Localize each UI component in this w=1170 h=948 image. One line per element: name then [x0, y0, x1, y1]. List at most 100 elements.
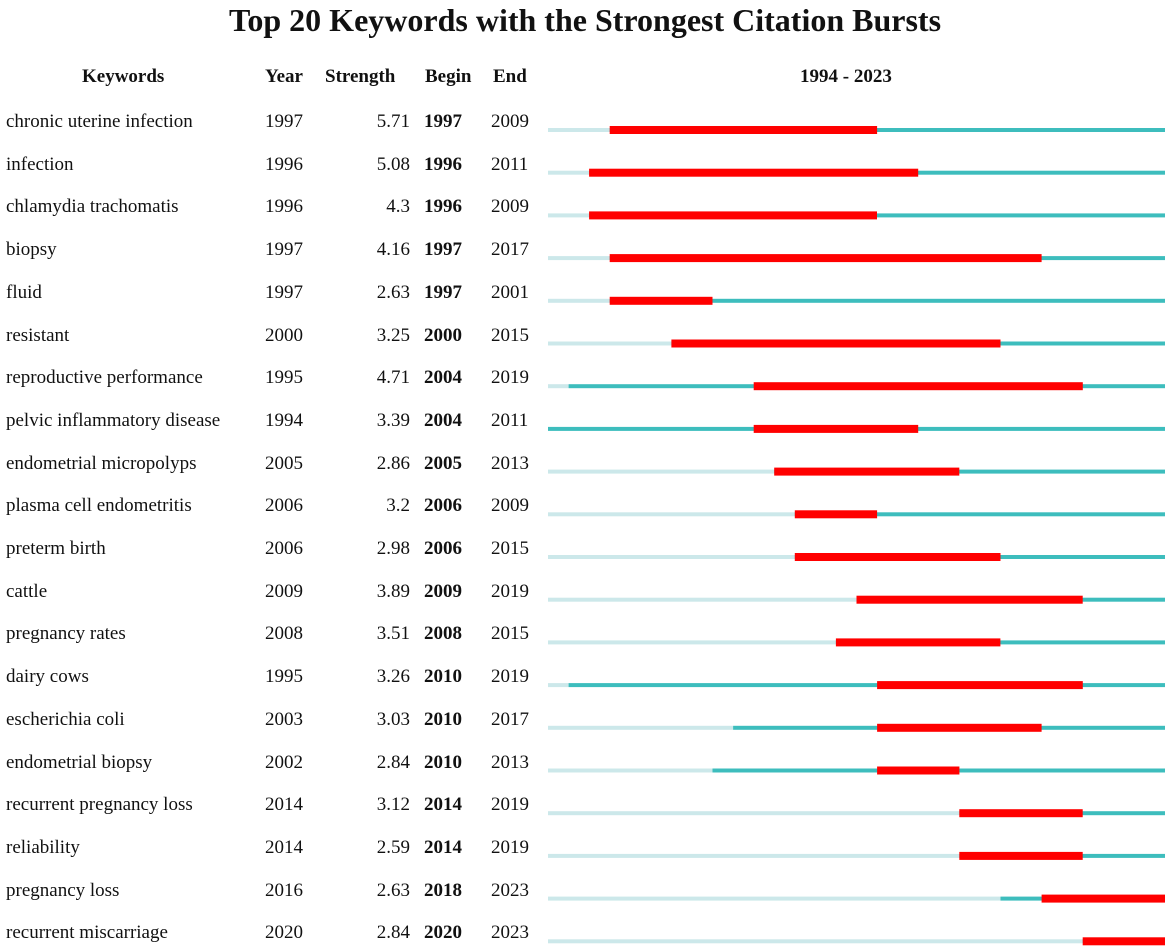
header-keywords: Keywords — [82, 66, 165, 87]
year-value: 2005 — [265, 452, 303, 474]
begin-value: 2010 — [424, 751, 462, 773]
begin-value: 2008 — [424, 623, 462, 645]
end-value: 2017 — [491, 708, 529, 730]
end-value: 2009 — [491, 111, 529, 132]
end-value: 2017 — [491, 239, 529, 261]
timeline-inactive-segment — [548, 811, 960, 816]
year-value: 2006 — [265, 495, 303, 517]
begin-value: 2000 — [424, 324, 462, 346]
timeline-inactive-segment — [548, 896, 1001, 901]
strength-value: 3.39 — [376, 409, 410, 431]
timeline-inactive-segment — [548, 170, 590, 175]
begin-value: 2004 — [424, 367, 462, 389]
end-value: 2019 — [491, 580, 529, 602]
burst-bar — [794, 553, 1001, 561]
table-row: escherichia coli 2003 3.03 2010 2017 — [0, 705, 1170, 735]
begin-value: 2010 — [424, 708, 462, 730]
table-row: infection 1996 5.08 1996 2011 — [0, 150, 1170, 180]
year-value: 1997 — [265, 111, 303, 132]
strength-value: 2.98 — [376, 538, 410, 559]
burst-bar — [609, 254, 1042, 263]
header-year-range: 1994 - 2023 — [800, 66, 892, 87]
chart-title: Top 20 Keywords with the Strongest Citat… — [228, 2, 942, 38]
begin-value: 2020 — [424, 922, 462, 944]
burst-bar — [589, 168, 919, 177]
timeline-inactive-segment — [548, 555, 795, 559]
table-row: resistant 2000 3.25 2000 2015 — [0, 321, 1170, 351]
end-value: 2011 — [491, 153, 529, 175]
timeline-inactive-segment — [548, 213, 590, 218]
begin-value: 1996 — [424, 153, 462, 175]
burst-bar — [835, 638, 1001, 647]
timeline-active-segment — [794, 512, 1165, 517]
timeline-active-segment — [568, 683, 1165, 688]
keyword-label: biopsy — [6, 239, 57, 261]
strength-value: 3.26 — [376, 666, 410, 688]
strength-value: 2.63 — [376, 879, 410, 901]
strength-value: 2.86 — [376, 452, 410, 474]
keyword-label: chronic uterine infection — [6, 111, 193, 132]
table-row: recurrent pregnancy loss 2014 3.12 2014 2019 — [0, 790, 1170, 820]
timeline-inactive-segment — [548, 640, 836, 645]
begin-value: 2014 — [424, 836, 462, 858]
end-value: 2009 — [491, 196, 529, 218]
begin-value: 2006 — [424, 538, 462, 559]
burst-bar — [1082, 937, 1165, 946]
timeline-active-segment — [835, 640, 1165, 645]
end-value: 2019 — [491, 836, 529, 858]
table-row: recurrent miscarriage 2020 2.84 2020 2023 — [0, 918, 1170, 948]
end-value: 2013 — [491, 751, 529, 773]
keyword-label: pregnancy rates — [6, 623, 126, 645]
keyword-label: fluid — [6, 281, 42, 303]
strength-value: 4.71 — [376, 367, 410, 389]
table-row: chronic uterine infection 1997 5.71 1997 200… — [0, 107, 1170, 137]
keyword-label: endometrial micropolyps — [6, 452, 197, 474]
year-value: 2014 — [265, 836, 303, 858]
year-value: 2020 — [265, 922, 303, 944]
table-row: chlamydia trachomatis 1996 4.3 1996 2009 — [0, 192, 1170, 222]
table-row: endometrial micropolyps 2005 2.86 2005 2013 — [0, 449, 1170, 479]
table-row: cattle 2009 3.89 2009 2019 — [0, 577, 1170, 607]
begin-value: 1997 — [424, 281, 462, 303]
keyword-label: reliability — [6, 836, 80, 858]
header-strength: Strength — [325, 66, 396, 87]
table-row: reliability 2014 2.59 2014 2019 — [0, 833, 1170, 863]
burst-bar — [794, 510, 878, 519]
strength-value: 2.84 — [376, 922, 410, 944]
keyword-label: reproductive performance — [6, 367, 203, 389]
end-value: 2015 — [491, 623, 529, 645]
keyword-label: dairy cows — [6, 666, 89, 688]
timeline-active-segment — [589, 213, 1165, 218]
strength-value: 3.89 — [376, 580, 410, 602]
timeline-inactive-segment — [548, 298, 610, 303]
table-row: dairy cows 1995 3.26 2010 2019 — [0, 662, 1170, 692]
end-value: 2001 — [491, 281, 529, 303]
timeline-inactive-segment — [548, 469, 775, 474]
timeline-inactive-segment — [548, 768, 713, 773]
strength-value: 3.12 — [376, 794, 410, 816]
burst-bar — [609, 296, 713, 305]
year-value: 2016 — [265, 879, 303, 901]
burst-bar — [589, 211, 877, 220]
burst-bar — [877, 681, 1083, 690]
strength-value: 3.25 — [376, 324, 410, 346]
strength-value: 5.71 — [376, 111, 410, 132]
timeline-inactive-segment — [548, 384, 569, 389]
strength-value: 2.59 — [376, 836, 410, 858]
begin-value: 2010 — [424, 666, 462, 688]
year-value: 2009 — [265, 580, 303, 602]
strength-value: 4.3 — [386, 196, 410, 218]
year-value: 1995 — [265, 367, 303, 389]
burst-bar — [753, 424, 919, 433]
timeline-inactive-segment — [548, 512, 795, 517]
year-value: 1996 — [265, 196, 303, 218]
header-begin: Begin — [425, 66, 472, 87]
strength-value: 3.51 — [376, 623, 410, 645]
timeline-inactive-segment — [548, 939, 1083, 944]
end-value: 2013 — [491, 452, 529, 474]
end-value: 2015 — [491, 324, 529, 346]
burst-bar — [1041, 894, 1165, 903]
timeline-active-segment — [774, 469, 1165, 474]
